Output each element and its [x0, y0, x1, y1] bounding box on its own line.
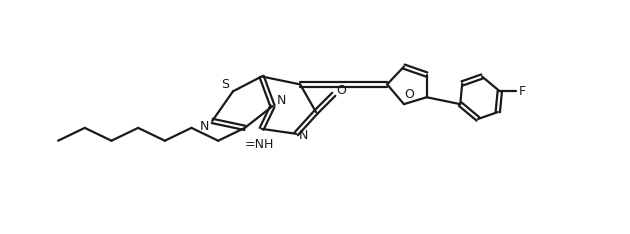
Text: N: N — [200, 120, 209, 133]
Text: F: F — [519, 85, 526, 98]
Text: N: N — [277, 94, 286, 107]
Text: N: N — [299, 129, 308, 142]
Text: S: S — [221, 78, 229, 91]
Text: =NH: =NH — [245, 138, 274, 151]
Text: O: O — [404, 88, 414, 101]
Text: O: O — [336, 84, 346, 97]
